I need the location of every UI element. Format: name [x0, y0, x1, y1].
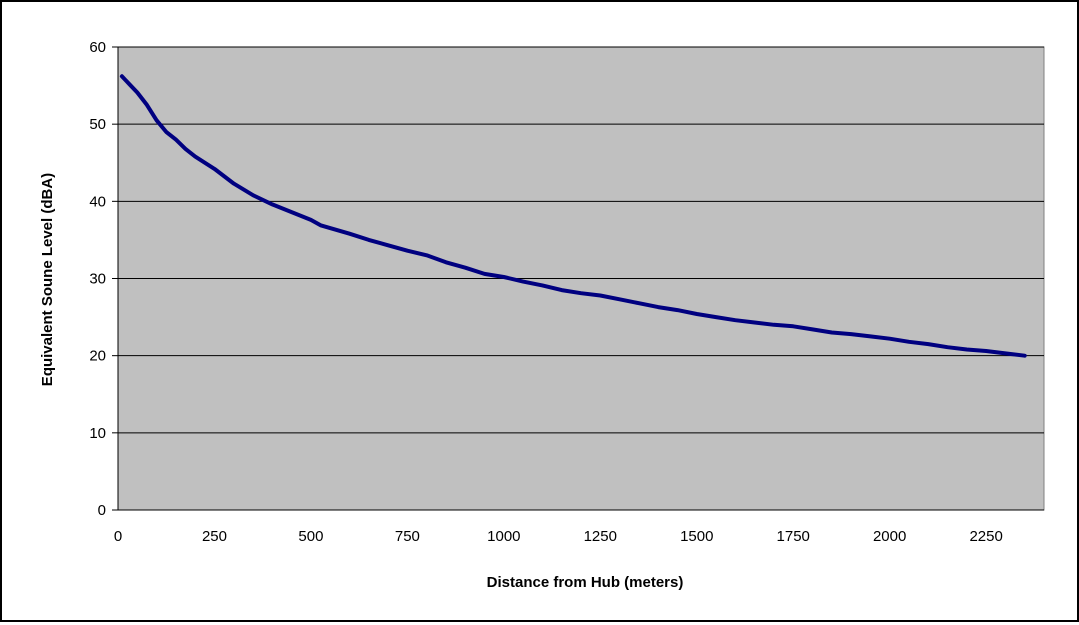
x-tick-label: 2000 — [873, 528, 906, 545]
y-tick-label: 0 — [98, 502, 106, 519]
y-tick-label: 50 — [89, 116, 106, 133]
y-axis-tick-labels: 0 10 20 30 40 50 60 — [89, 39, 106, 519]
y-tick-label: 20 — [89, 348, 106, 365]
y-axis-title: Equivalent Soune Level (dBA) — [39, 173, 56, 386]
x-tick-label: 1250 — [584, 528, 617, 545]
x-tick-label: 1750 — [777, 528, 810, 545]
x-tick-label: 500 — [298, 528, 323, 545]
y-tick-label: 10 — [89, 425, 106, 442]
x-tick-label: 1500 — [680, 528, 713, 545]
x-axis-title: Distance from Hub (meters) — [487, 574, 684, 591]
y-tick-label: 40 — [89, 193, 106, 210]
x-tick-label: 250 — [202, 528, 227, 545]
x-tick-label: 750 — [395, 528, 420, 545]
x-tick-label: 0 — [114, 528, 122, 545]
x-tick-label: 2250 — [969, 528, 1002, 545]
y-tick-label: 60 — [89, 39, 106, 56]
x-tick-label: 1000 — [487, 528, 520, 545]
y-tick-label: 30 — [89, 271, 106, 288]
x-axis-tick-labels: 0 250 500 750 1000 1250 1500 1750 2000 2250 — [114, 528, 1003, 545]
